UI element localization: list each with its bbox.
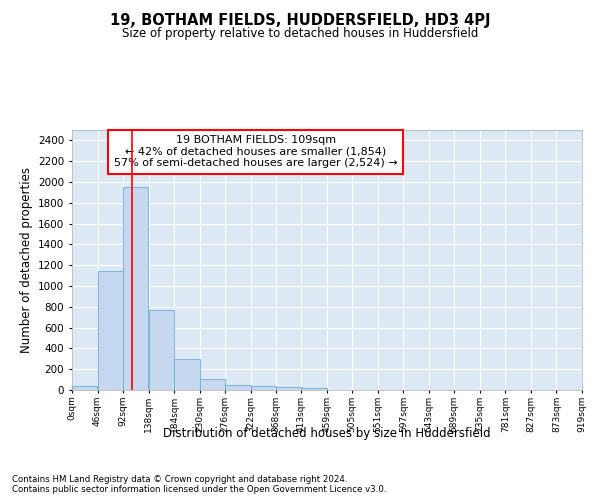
Bar	[200, 379, 225, 390]
Bar	[149, 310, 174, 390]
Text: 19 BOTHAM FIELDS: 109sqm
← 42% of detached houses are smaller (1,854)
57% of sem: 19 BOTHAM FIELDS: 109sqm ← 42% of detach…	[114, 135, 397, 168]
Bar	[98, 272, 123, 390]
Text: Size of property relative to detached houses in Huddersfield: Size of property relative to detached ho…	[122, 28, 478, 40]
Bar	[226, 385, 251, 390]
Text: Distribution of detached houses by size in Huddersfield: Distribution of detached houses by size …	[163, 428, 491, 440]
Bar	[277, 388, 302, 390]
Text: Contains HM Land Registry data © Crown copyright and database right 2024.: Contains HM Land Registry data © Crown c…	[12, 475, 347, 484]
Bar	[301, 388, 326, 390]
Bar	[123, 187, 148, 390]
Bar	[72, 386, 97, 390]
Text: Contains public sector information licensed under the Open Government Licence v3: Contains public sector information licen…	[12, 485, 386, 494]
Bar	[251, 386, 276, 390]
Bar	[174, 359, 199, 390]
Y-axis label: Number of detached properties: Number of detached properties	[20, 167, 32, 353]
Text: 19, BOTHAM FIELDS, HUDDERSFIELD, HD3 4PJ: 19, BOTHAM FIELDS, HUDDERSFIELD, HD3 4PJ	[110, 12, 490, 28]
